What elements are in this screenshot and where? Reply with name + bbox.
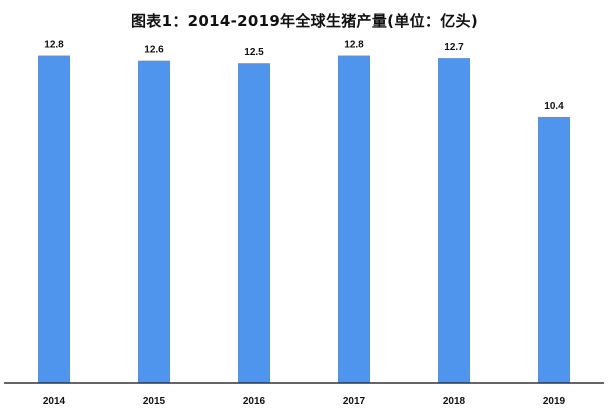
x-tick-label-2019: 2019 [543,396,566,407]
x-tick-label-2018: 2018 [443,396,466,407]
data-label-2017: 12.8 [344,40,364,51]
x-tick-label-2015: 2015 [143,396,166,407]
bar-2019 [538,116,570,383]
data-label-2019: 10.4 [544,101,564,112]
chart-title: 图表1：2014-2019年全球生猪产量(单位：亿头) [131,12,478,30]
bar-2016 [238,63,270,384]
data-label-2014: 12.8 [44,40,64,51]
x-tick-label-2014: 2014 [43,396,66,407]
data-label-2018: 12.7 [444,42,464,53]
x-tick-label-2016: 2016 [243,396,266,407]
data-labels-group: 12.8 12.6 12.5 12.8 12.7 10.4 [44,40,564,112]
bar-2017 [338,55,370,383]
bars-group [38,55,570,384]
data-label-2016: 12.5 [244,47,264,58]
bar-2015 [138,60,170,383]
bar-2014 [38,55,70,383]
x-tick-labels-group: 2014 2015 2016 2017 2018 2019 [43,396,566,407]
x-tick-label-2017: 2017 [343,396,366,407]
bar-2018 [438,58,470,384]
data-label-2015: 12.6 [144,45,164,56]
